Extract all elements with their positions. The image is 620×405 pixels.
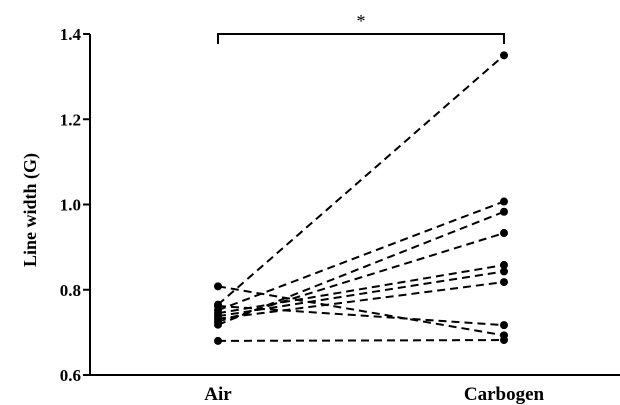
significance-annotation: * xyxy=(217,11,505,44)
point-carbogen xyxy=(500,336,508,345)
point-carbogen xyxy=(500,261,508,270)
paired-line xyxy=(217,232,505,323)
axes: 0.6 0.8 1.0 1.2 1.4 Air Carbogen xyxy=(60,25,620,405)
paired-line xyxy=(217,54,505,306)
point-carbogen xyxy=(500,229,508,238)
y-tick-label: 0.6 xyxy=(60,366,81,385)
paired-line xyxy=(217,270,505,318)
paired-line xyxy=(217,304,505,327)
point-carbogen xyxy=(500,278,508,287)
paired-line xyxy=(217,339,505,342)
point-air xyxy=(214,336,222,345)
y-tick-label: 1.0 xyxy=(60,196,81,215)
point-air xyxy=(214,320,222,329)
y-tick-label: 1.4 xyxy=(60,25,82,44)
significance-bracket xyxy=(217,33,505,44)
y-tick-label: 0.8 xyxy=(60,281,81,300)
point-carbogen xyxy=(500,207,508,216)
point-carbogen xyxy=(500,197,508,206)
y-tick-label: 1.2 xyxy=(60,110,81,129)
series-points xyxy=(214,51,508,345)
paired-line xyxy=(217,264,505,315)
series-lines xyxy=(217,54,505,342)
x-category-label: Carbogen xyxy=(464,384,545,405)
point-carbogen xyxy=(500,51,508,60)
paired-line xyxy=(217,281,505,320)
y-axis-title: Line width (G) xyxy=(20,153,41,267)
paired-line xyxy=(217,285,505,337)
point-carbogen xyxy=(500,321,508,330)
point-carbogen xyxy=(500,267,508,276)
significance-star: * xyxy=(357,11,366,31)
x-category-label: Air xyxy=(204,384,232,405)
paired-line xyxy=(217,200,505,312)
point-air xyxy=(214,282,222,291)
